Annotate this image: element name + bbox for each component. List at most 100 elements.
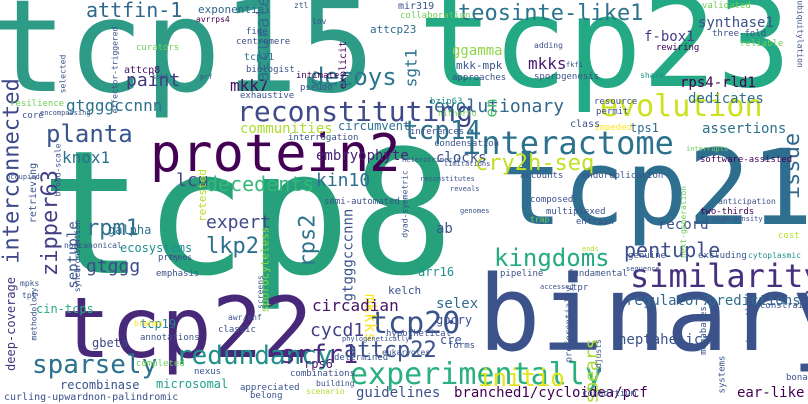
word: initio xyxy=(478,364,565,392)
word: tps1 xyxy=(630,121,659,135)
word: gtgggccnnn xyxy=(66,96,163,115)
word: assertions xyxy=(702,121,787,137)
word: cry2h-seq xyxy=(475,151,595,176)
word: determined xyxy=(334,353,389,363)
word: annotations xyxy=(140,333,200,343)
word: intimate xyxy=(296,71,340,81)
word: centromere xyxy=(236,37,291,47)
word: collaboration xyxy=(400,11,471,21)
word: entrain xyxy=(576,217,614,227)
word: exponential xyxy=(198,3,271,16)
word: phylogenetically xyxy=(342,335,410,343)
word: mir319 xyxy=(398,1,435,12)
word: limitations xyxy=(444,160,491,168)
word: tcp19 xyxy=(140,317,177,331)
word: mpks xyxy=(20,279,40,288)
word: tcp20 xyxy=(370,306,461,341)
word: class xyxy=(570,119,601,130)
word: prf xyxy=(200,73,213,81)
word: regulator7 xyxy=(626,293,711,309)
word: curators xyxy=(136,43,180,53)
word: en xyxy=(481,98,501,118)
word: semi-automated xyxy=(324,197,400,207)
word: planta xyxy=(46,120,133,148)
word: kin10 xyxy=(316,170,371,191)
word: rps4-rld1 xyxy=(680,75,756,91)
word: systems xyxy=(717,355,728,394)
word: cost xyxy=(778,231,800,241)
word: software-assisted xyxy=(700,155,793,165)
word: reliable xyxy=(740,39,784,49)
word: constraints xyxy=(760,301,808,311)
word: gbeta xyxy=(92,336,129,350)
word: similarity xyxy=(630,257,808,295)
word: excluding xyxy=(698,251,747,261)
word: binary xyxy=(478,253,808,375)
word: belong xyxy=(250,391,283,401)
word: ends xyxy=(582,245,599,253)
word: ubiquitylation xyxy=(795,0,805,68)
word: gtgggcccnnn xyxy=(340,208,357,302)
word: fundamental xyxy=(568,269,628,279)
word: occupied xyxy=(6,173,40,181)
word: pipeline xyxy=(500,269,544,279)
word: ssk1 xyxy=(152,73,169,81)
word: impeded xyxy=(594,123,632,133)
word: attfin-1 xyxy=(86,0,183,22)
word: predictions xyxy=(708,293,801,309)
word: exhaustive xyxy=(240,91,295,101)
word: tcp21 xyxy=(500,127,808,249)
word: guidelines xyxy=(356,385,441,401)
word: hypothetical xyxy=(386,329,452,339)
word: tcp23 xyxy=(418,0,792,116)
word: accessed xyxy=(540,283,574,291)
word: interactome xyxy=(462,124,674,162)
word: tcp11 xyxy=(244,52,275,63)
word: srfr1 xyxy=(280,340,359,370)
word: tpl xyxy=(22,291,37,300)
word: avrrps4 xyxy=(196,15,230,24)
word: clocks xyxy=(436,150,487,166)
word: condensation xyxy=(434,139,500,149)
word: composed xyxy=(530,195,574,205)
word: permit xyxy=(596,107,629,117)
word: rpm1 xyxy=(86,216,139,241)
word: bzip63 xyxy=(430,97,463,107)
word: high-density xyxy=(712,215,763,223)
word: accounts xyxy=(520,171,564,181)
word: genomes xyxy=(460,207,490,215)
word: brahma xyxy=(134,319,163,328)
word: tcp15 xyxy=(0,0,376,122)
word: tcp22 xyxy=(60,279,313,377)
word: approaches xyxy=(452,73,507,83)
word: appreciated xyxy=(240,383,300,393)
word: gtggg xyxy=(86,256,141,277)
word: evolutionary xyxy=(434,96,565,117)
word: prey xyxy=(158,253,180,263)
word: retrieving xyxy=(28,162,40,224)
word: resilience xyxy=(10,99,65,109)
word: fide xyxy=(246,27,268,37)
word: kelch xyxy=(388,284,422,297)
word: reconstitutes xyxy=(420,175,475,183)
word: megabases xyxy=(698,306,709,355)
word: evolution xyxy=(600,89,763,124)
word: heterotrimeric xyxy=(402,156,462,164)
word: kingdoms xyxy=(494,244,610,272)
word: biologist xyxy=(246,65,295,75)
word: record xyxy=(658,217,709,233)
word: ecosystems xyxy=(120,241,193,255)
word: heptahelical xyxy=(618,332,720,348)
word: lcu xyxy=(176,170,209,191)
word: strengths xyxy=(744,300,755,349)
word: attcp23 xyxy=(370,23,417,36)
word: ztl xyxy=(294,1,309,10)
word: genuine xyxy=(628,251,666,261)
word: dyad-symmetric xyxy=(400,170,410,238)
word: dedicates xyxy=(688,91,764,107)
word: synchronization xyxy=(73,219,83,293)
word: inferences xyxy=(410,127,465,137)
word: share xyxy=(640,71,665,80)
word: eukaryotes xyxy=(382,348,431,357)
word: reveals xyxy=(450,185,480,193)
